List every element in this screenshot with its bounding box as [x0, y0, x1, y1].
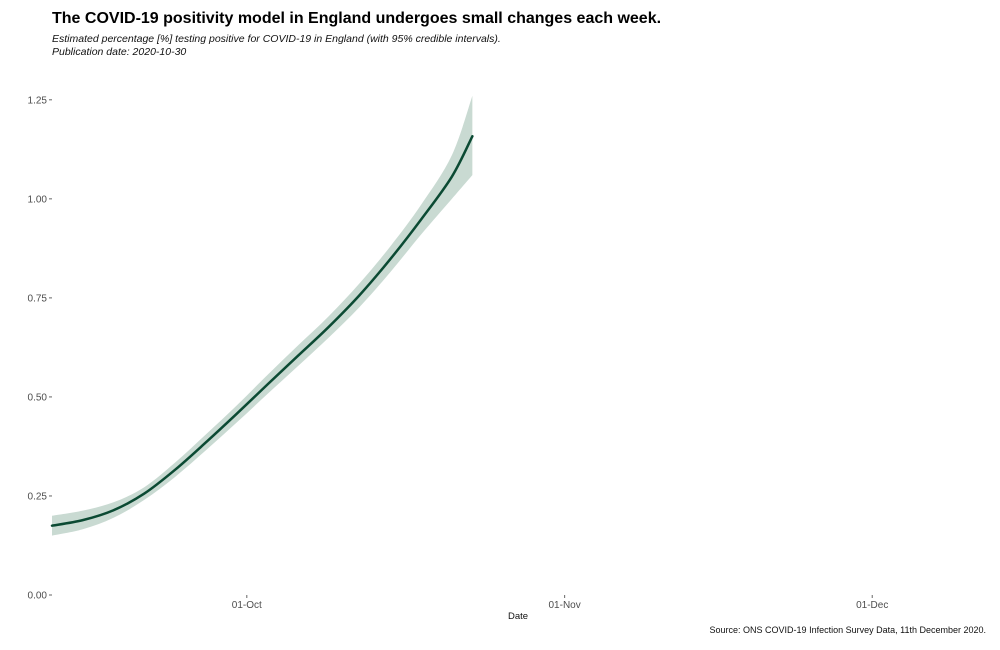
- y-tick-label: 0.25: [28, 491, 48, 502]
- y-tick-label: 0.75: [28, 293, 48, 304]
- publication-date: Publication date: 2020-10-30: [52, 46, 187, 58]
- y-tick-label: 1.00: [28, 194, 48, 205]
- x-tick-label: 01-Oct: [232, 600, 262, 611]
- y-axis: 0.00 0.25 0.50 0.75 1.00 1.25: [28, 95, 52, 602]
- chart-title: The COVID-19 positivity model in England…: [52, 10, 662, 27]
- x-tick-label: 01-Nov: [549, 600, 581, 611]
- x-axis-title: Date: [508, 611, 528, 622]
- y-tick-label: 0.50: [28, 392, 48, 403]
- credible-interval-band: [52, 95, 473, 536]
- estimate-line: [50, 135, 474, 527]
- y-tick-label: 1.25: [28, 95, 48, 106]
- x-tick-label: 01-Dec: [856, 600, 888, 611]
- x-axis: 01-Oct 01-Nov 01-Dec: [232, 595, 888, 611]
- y-tick-label: 0.00: [28, 591, 48, 602]
- source-caption: Source: ONS COVID-19 Infection Survey Da…: [709, 625, 986, 635]
- chart-subtitle: Estimated percentage [%] testing positiv…: [52, 33, 501, 45]
